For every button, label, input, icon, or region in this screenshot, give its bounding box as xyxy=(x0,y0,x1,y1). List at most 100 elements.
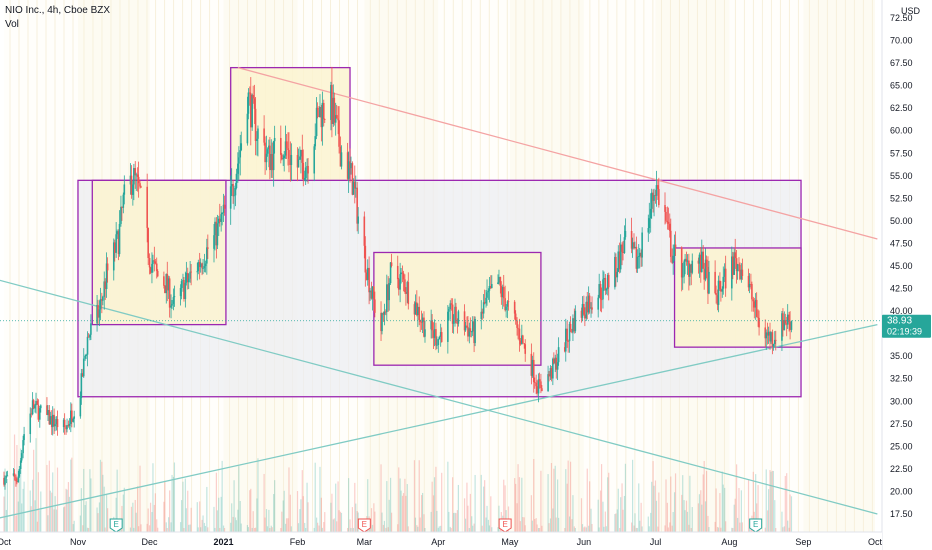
candle-body xyxy=(583,303,585,315)
volume-bar xyxy=(487,519,490,532)
candle-body xyxy=(136,174,139,177)
volume-bar xyxy=(15,515,17,532)
resistance-trendline[interactable] xyxy=(237,66,878,240)
candle-body xyxy=(170,305,172,308)
volume-bar xyxy=(354,482,356,532)
candle-body xyxy=(304,167,307,179)
time-axis[interactable]: Oct Nov Dec 2021 Feb Mar Apr May Jun Jul Aug Sep Oct xyxy=(0,531,882,550)
volume-bar xyxy=(390,512,393,532)
volume-bar xyxy=(650,512,652,532)
price-tick-label: 67.50 xyxy=(890,58,913,68)
candle-body xyxy=(380,312,382,332)
volume-bar xyxy=(240,523,242,532)
candle-body xyxy=(302,162,305,180)
time-tick-label: Sep xyxy=(795,537,811,547)
volume-bar xyxy=(300,499,302,532)
candle-body xyxy=(572,318,574,333)
volume-bar xyxy=(148,525,151,532)
candle-body xyxy=(34,405,36,409)
candle-body xyxy=(55,419,58,425)
box-nov-dec[interactable] xyxy=(91,179,227,326)
volume-bar xyxy=(431,481,433,532)
candle-body xyxy=(68,423,71,426)
candle-body xyxy=(580,310,583,318)
candle-body xyxy=(654,195,657,196)
candle-body xyxy=(468,328,471,337)
candle-body xyxy=(683,261,685,277)
candle-body xyxy=(281,154,283,160)
candle-body xyxy=(587,295,590,313)
descending-trendline[interactable] xyxy=(0,279,878,515)
volume-bar xyxy=(402,493,405,532)
price-axis[interactable]: USD 17.50 20.00 22.50 25.00 27.50 30.00 32.50 35… xyxy=(881,0,932,550)
candle-body xyxy=(223,204,226,209)
volume-bar xyxy=(339,511,342,532)
candle-body xyxy=(470,331,473,333)
volume-bar xyxy=(463,498,466,532)
volume-bar xyxy=(389,477,392,532)
price-tick-label: 17.50 xyxy=(890,509,913,519)
volume-bar xyxy=(370,508,373,532)
volume-bar xyxy=(222,525,225,532)
earnings-marker[interactable]: E xyxy=(749,518,763,533)
candle-body xyxy=(723,268,726,277)
candle-body xyxy=(591,307,593,310)
candle-body xyxy=(741,269,744,276)
volume-bar xyxy=(622,509,624,532)
volume-bar xyxy=(538,527,541,532)
price-tick-label: 32.50 xyxy=(890,374,913,384)
earnings-marker[interactable]: E xyxy=(498,518,512,533)
candle-body xyxy=(637,256,640,257)
symbol-title[interactable]: NIO Inc., 4h, Cboe BZX xyxy=(5,5,111,16)
volume-bar xyxy=(256,498,258,532)
candle-body xyxy=(103,281,106,297)
earnings-marker[interactable]: E xyxy=(357,518,371,533)
candle-body xyxy=(173,296,176,298)
candle-body xyxy=(672,255,674,263)
candle-body xyxy=(619,244,622,270)
volume-bar xyxy=(386,481,388,532)
volume-bar xyxy=(541,525,543,532)
candle-body xyxy=(424,329,426,337)
time-axis-bg xyxy=(0,532,882,550)
volume-bar xyxy=(166,527,168,532)
volume-bar xyxy=(630,522,633,532)
volume-bar xyxy=(66,489,68,532)
candle-body xyxy=(554,357,557,364)
volume-bar xyxy=(373,503,375,532)
volume-bar xyxy=(184,478,186,532)
candle-body xyxy=(698,254,701,264)
volume-bar xyxy=(356,511,358,532)
volume-bar xyxy=(722,484,724,532)
volume-bar xyxy=(39,510,41,532)
volume-bar xyxy=(666,502,668,532)
volume-bar xyxy=(481,525,483,532)
volume-bar xyxy=(321,527,323,532)
volume-bar xyxy=(738,487,740,532)
volume-bar xyxy=(514,478,516,532)
candle-body xyxy=(416,302,418,316)
candle-body xyxy=(199,263,202,267)
volume-bar xyxy=(140,524,142,532)
volume-bar xyxy=(535,518,537,532)
volume-label[interactable]: Vol xyxy=(5,19,19,30)
box-mar-may[interactable] xyxy=(373,251,542,366)
candle-body xyxy=(597,297,599,310)
candle-body xyxy=(385,311,387,313)
range-boxes[interactable] xyxy=(77,66,802,398)
candle-body xyxy=(354,187,357,189)
volume-bar xyxy=(350,527,352,532)
volume-bar xyxy=(564,527,566,532)
support-trendline[interactable] xyxy=(0,323,878,519)
candle-body xyxy=(79,398,82,417)
candle-body xyxy=(519,340,522,345)
volume-bar xyxy=(72,524,74,532)
earnings-marker[interactable]: E xyxy=(109,518,123,533)
trendlines[interactable] xyxy=(0,66,878,519)
volume-bar xyxy=(6,478,8,532)
candle-body xyxy=(649,208,652,219)
volume-bar xyxy=(179,522,182,532)
candle-body xyxy=(691,260,694,273)
